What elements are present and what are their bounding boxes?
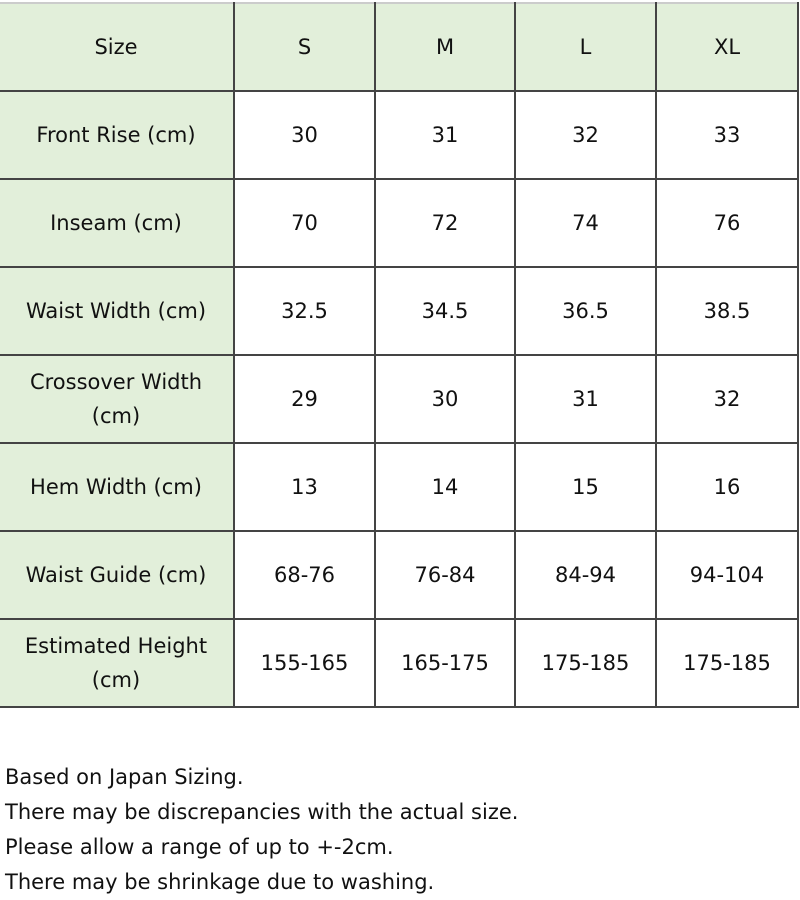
value-cell: 32.5 [233,266,376,356]
value-cell: 175-185 [655,618,799,708]
row-label: Estimated Height (cm) [0,618,235,708]
value-cell: 16 [655,442,799,532]
value-cell: 155-165 [233,618,376,708]
header-size-l: L [514,3,657,92]
row-label: Crossover Width (cm) [0,354,235,444]
note-line: There may be discrepancies with the actu… [5,800,519,824]
row-label: Waist Guide (cm) [0,530,235,620]
value-cell: 32 [514,90,657,180]
value-cell: 30 [233,90,376,180]
row-label: Hem Width (cm) [0,442,235,532]
value-cell: 72 [374,178,516,268]
value-cell: 76-84 [374,530,516,620]
value-cell: 30 [374,354,516,444]
note-line: Please allow a range of up to +-2cm. [5,835,394,859]
header-size-m: M [374,3,516,92]
table-row: Estimated Height (cm) 155-165 165-175 175-1… [0,618,799,708]
table-row: Front Rise (cm) 30 31 32 33 [0,90,799,180]
value-cell: 38.5 [655,266,799,356]
note-line: Based on Japan Sizing. [5,765,244,789]
value-cell: 94-104 [655,530,799,620]
table-row: Waist Guide (cm) 68-76 76-84 84-94 94-104 [0,530,799,620]
value-cell: 31 [514,354,657,444]
value-cell: 68-76 [233,530,376,620]
value-cell: 76 [655,178,799,268]
size-chart-table: Size S M L XL Front Rise (cm) 30 31 32 33 Inseam (… [0,2,799,708]
value-cell: 84-94 [514,530,657,620]
table-row: Inseam (cm) 70 72 74 76 [0,178,799,268]
header-row: Size S M L XL [0,3,799,92]
notes: Based on Japan Sizing. There may be disc… [5,760,518,900]
value-cell: 15 [514,442,657,532]
header-size-xl: XL [655,3,799,92]
value-cell: 34.5 [374,266,516,356]
value-cell: 70 [233,178,376,268]
table-row: Waist Width (cm) 32.5 34.5 36.5 38.5 [0,266,799,356]
table-row: Crossover Width (cm) 29 30 31 32 [0,354,799,444]
value-cell: 36.5 [514,266,657,356]
value-cell: 31 [374,90,516,180]
table-row: Hem Width (cm) 13 14 15 16 [0,442,799,532]
row-label: Waist Width (cm) [0,266,235,356]
value-cell: 14 [374,442,516,532]
header-size-s: S [233,3,376,92]
header-size-label: Size [0,3,235,92]
note-line: There may be shrinkage due to washing. [5,870,435,894]
row-label: Front Rise (cm) [0,90,235,180]
value-cell: 32 [655,354,799,444]
row-label: Inseam (cm) [0,178,235,268]
value-cell: 33 [655,90,799,180]
value-cell: 165-175 [374,618,516,708]
value-cell: 175-185 [514,618,657,708]
value-cell: 29 [233,354,376,444]
value-cell: 13 [233,442,376,532]
value-cell: 74 [514,178,657,268]
